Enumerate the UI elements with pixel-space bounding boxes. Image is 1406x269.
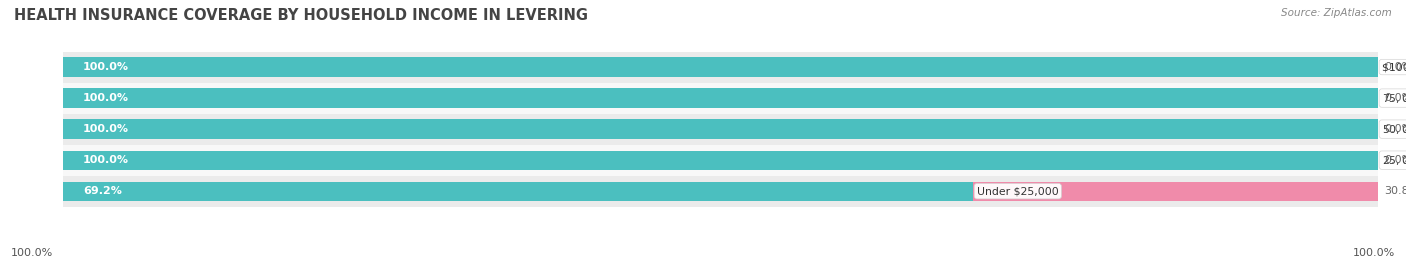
Text: 30.8%: 30.8% bbox=[1385, 186, 1406, 196]
Text: 100.0%: 100.0% bbox=[83, 124, 129, 134]
Text: $75,000 to $99,999: $75,000 to $99,999 bbox=[1382, 91, 1406, 105]
Text: Under $25,000: Under $25,000 bbox=[977, 186, 1059, 196]
Text: 100.0%: 100.0% bbox=[1353, 248, 1395, 258]
Text: 100.0%: 100.0% bbox=[83, 155, 129, 165]
Text: 0.0%: 0.0% bbox=[1385, 93, 1406, 103]
Text: $100,000 and over: $100,000 and over bbox=[1382, 62, 1406, 72]
Bar bbox=[63, 151, 1378, 170]
Bar bbox=[973, 182, 1378, 201]
Bar bbox=[63, 119, 1378, 139]
Bar bbox=[63, 52, 1378, 83]
Text: HEALTH INSURANCE COVERAGE BY HOUSEHOLD INCOME IN LEVERING: HEALTH INSURANCE COVERAGE BY HOUSEHOLD I… bbox=[14, 8, 588, 23]
Text: 0.0%: 0.0% bbox=[1385, 155, 1406, 165]
Text: 100.0%: 100.0% bbox=[11, 248, 53, 258]
Bar bbox=[63, 182, 973, 201]
Bar bbox=[63, 83, 1378, 114]
Text: $50,000 to $74,999: $50,000 to $74,999 bbox=[1382, 123, 1406, 136]
Bar bbox=[63, 57, 1378, 77]
Bar bbox=[63, 176, 1378, 207]
Text: Source: ZipAtlas.com: Source: ZipAtlas.com bbox=[1281, 8, 1392, 18]
Bar bbox=[63, 89, 1378, 108]
Text: 0.0%: 0.0% bbox=[1385, 124, 1406, 134]
Text: 0.0%: 0.0% bbox=[1385, 62, 1406, 72]
Bar bbox=[63, 145, 1378, 176]
Text: 69.2%: 69.2% bbox=[83, 186, 122, 196]
Text: 100.0%: 100.0% bbox=[83, 93, 129, 103]
Text: 100.0%: 100.0% bbox=[83, 62, 129, 72]
Text: $25,000 to $49,999: $25,000 to $49,999 bbox=[1382, 154, 1406, 167]
Bar bbox=[63, 114, 1378, 145]
